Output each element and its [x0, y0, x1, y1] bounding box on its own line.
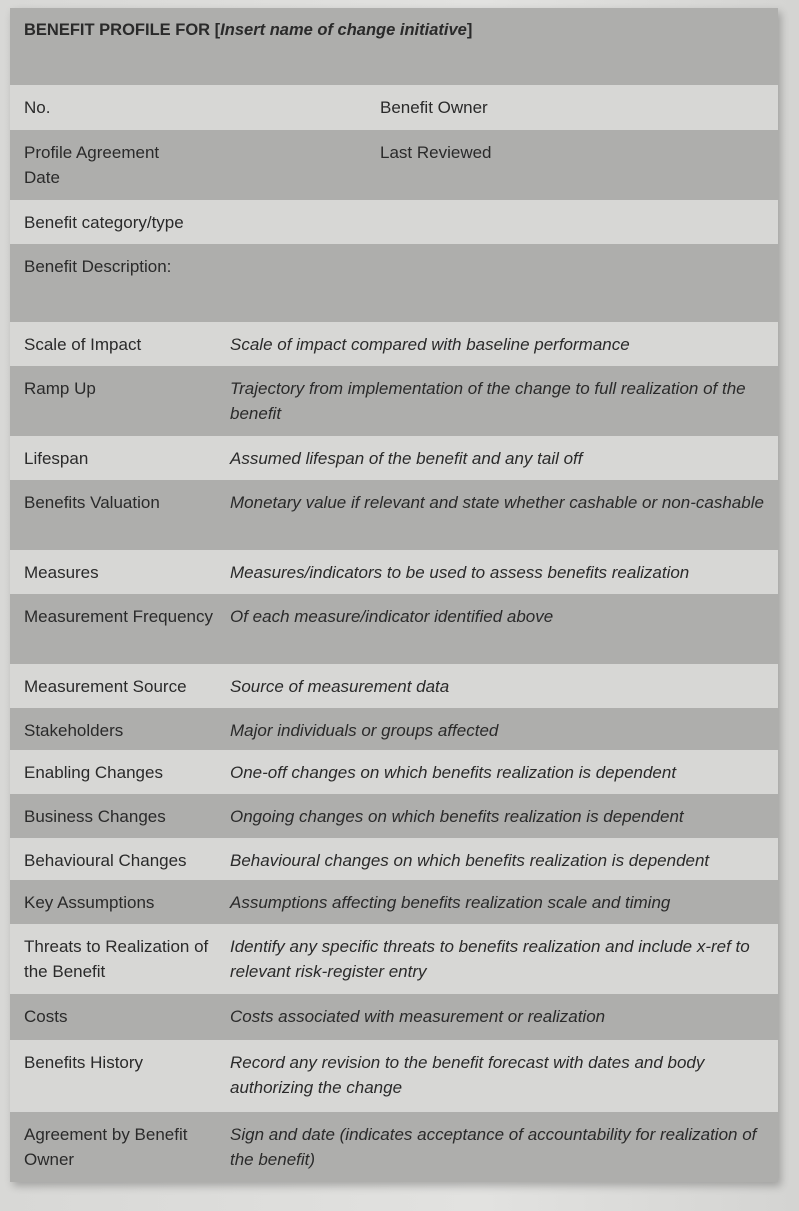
header-field-row: No. Benefit Owner	[10, 85, 778, 130]
row-description: Trajectory from implementation of the ch…	[230, 379, 746, 423]
table-row: Business Changes Ongoing changes on which…	[10, 794, 778, 838]
table-row: Scale of Impact Scale of impact compared …	[10, 322, 778, 366]
title-prefix: BENEFIT PROFILE FOR [	[24, 21, 221, 39]
row-label: Benefits History	[24, 1053, 144, 1072]
table-row: Threats to Realization of the Benefit Ide…	[10, 924, 778, 994]
row-description: Of each measure/indicator identified abo…	[230, 607, 554, 626]
row-label: Stakeholders	[24, 721, 124, 740]
row-label: Scale of Impact	[24, 335, 142, 354]
benefit-profile-table: BENEFIT PROFILE FOR [Insert name of chan…	[10, 8, 778, 1182]
table-row: Benefits Valuation Monetary value if rele…	[10, 480, 778, 550]
table-row: Stakeholders Major individuals or groups …	[10, 708, 778, 750]
table-row: Ramp Up Trajectory from implementation of…	[10, 366, 778, 436]
row-label: Agreement by Benefit Owner	[24, 1125, 188, 1169]
table-row: Lifespan Assumed lifespan of the benefit …	[10, 436, 778, 480]
field-label: Profile Agreement Date	[24, 143, 160, 187]
table-row: Measures Measures/indicators to be used t…	[10, 550, 778, 594]
row-description: Costs associated with measurement or rea…	[230, 1007, 606, 1026]
table-row: Benefits History Record any revision to t…	[10, 1040, 778, 1112]
row-label: Enabling Changes	[24, 763, 163, 782]
row-description: Record any revision to the benefit forec…	[230, 1053, 705, 1097]
table-title: BENEFIT PROFILE FOR [Insert name of chan…	[10, 8, 778, 85]
row-label: Threats to Realization of the Benefit	[24, 937, 209, 981]
table-row: Agreement by Benefit Owner Sign and date …	[10, 1112, 778, 1182]
row-description: Assumptions affecting benefits realizati…	[230, 893, 671, 912]
row-label: Business Changes	[24, 807, 166, 826]
row-description: Monetary value if relevant and state whe…	[230, 493, 764, 512]
table-row: Measurement Source Source of measurement …	[10, 664, 778, 708]
row-description: Measures/indicators to be used to assess…	[230, 563, 690, 582]
field-label-right: Benefit Owner	[380, 98, 488, 117]
table-row: Enabling Changes One-off changes on which…	[10, 750, 778, 794]
row-description: Sign and date (indicates acceptance of a…	[230, 1125, 757, 1169]
row-description: Major individuals or groups affected	[230, 721, 499, 740]
header-field-row: Benefit Description:	[10, 244, 778, 322]
field-label: Benefit Description:	[24, 257, 172, 276]
row-description: Source of measurement data	[230, 677, 450, 696]
row-description: One-off changes on which benefits realiz…	[230, 763, 677, 782]
field-label: No.	[24, 98, 51, 117]
field-label-right: Last Reviewed	[380, 143, 492, 162]
row-label: Costs	[24, 1007, 68, 1026]
row-label: Ramp Up	[24, 379, 96, 398]
header-field-row: Profile Agreement Date Last Reviewed	[10, 130, 778, 200]
row-label: Measurement Frequency	[24, 607, 213, 626]
row-description: Assumed lifespan of the benefit and any …	[230, 449, 583, 468]
table-row: Measurement Frequency Of each measure/ind…	[10, 594, 778, 664]
table-row: Behavioural Changes Behavioural changes o…	[10, 838, 778, 880]
row-label: Measures	[24, 563, 99, 582]
row-label: Measurement Source	[24, 677, 187, 696]
header-field-row: Benefit category/type	[10, 200, 778, 244]
row-label: Key Assumptions	[24, 893, 155, 912]
row-label: Benefits Valuation	[24, 493, 160, 512]
table-row: Key Assumptions Assumptions affecting ben…	[10, 880, 778, 924]
field-label: Benefit category/type	[24, 213, 184, 232]
row-label: Behavioural Changes	[24, 851, 187, 870]
row-description: Ongoing changes on which benefits realiz…	[230, 807, 684, 826]
row-description: Identify any specific threats to benefit…	[230, 937, 750, 981]
title-suffix: ]	[466, 21, 473, 39]
row-label: Lifespan	[24, 449, 89, 468]
table-row: Costs Costs associated with measurement o…	[10, 994, 778, 1040]
row-description: Scale of impact compared with baseline p…	[230, 335, 630, 354]
row-description: Behavioural changes on which benefits re…	[230, 851, 710, 870]
title-placeholder: Insert name of change initiative	[220, 21, 467, 39]
